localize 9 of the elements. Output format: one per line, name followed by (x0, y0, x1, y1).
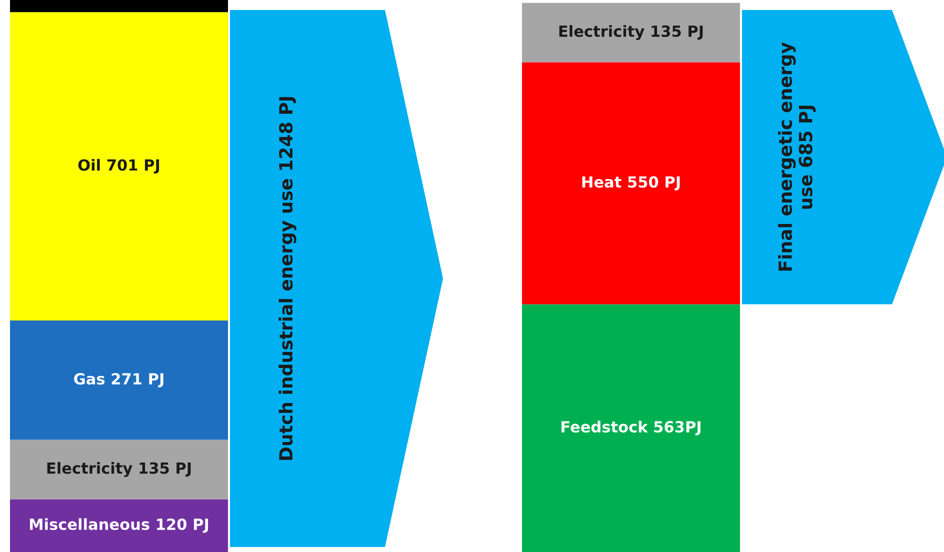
annotation: Dutch industrial energy use 1248 PJ (278, 97, 296, 460)
data-label: Electricity 135 PJ (559, 25, 703, 40)
data-label: Electricity 135 PJ (47, 462, 191, 477)
data-label: Gas 271 PJ (74, 373, 164, 388)
data-label: Oil 701 PJ (78, 158, 160, 174)
data-label: Miscellaneous 120 PJ (30, 518, 208, 533)
annotation: Final energetic energy use 685 PJ (778, 42, 816, 271)
data-label: Heat 550 PJ (582, 176, 680, 191)
data-label: Feedstock 563PJ (562, 420, 700, 436)
